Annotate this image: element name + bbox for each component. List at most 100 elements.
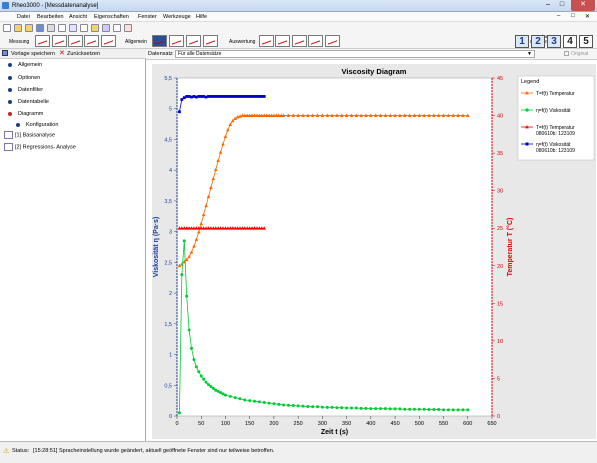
curve-button[interactable] [308,35,323,47]
data-point [325,113,330,117]
mdi-minimize-icon[interactable]: – [557,13,561,19]
reset-button[interactable]: Zurücksetzen [67,51,101,57]
program-1-button[interactable]: 1 [515,35,529,48]
x-tick-label: 600 [463,421,472,427]
maximize-button[interactable]: □ [559,1,565,8]
data-point [245,113,250,117]
data-point [354,113,359,117]
minimize-button[interactable]: – [546,1,550,8]
measure-rot-button[interactable] [35,35,50,47]
delete-icon[interactable] [124,24,132,32]
ratio-button[interactable] [292,35,307,47]
export-button[interactable] [186,35,201,47]
data-point [325,405,329,409]
data-point [417,113,422,117]
data-point [241,95,244,98]
program-4-button[interactable]: 4 [563,35,577,48]
plot-area [176,77,493,417]
data-point [272,113,276,117]
y-left-tick-label: 0 [169,414,172,420]
data-point [202,95,206,98]
adjust-button[interactable] [203,35,218,47]
data-point [432,408,436,412]
window-title: Rheo3000 - [Messdatenanalyse] [12,3,99,9]
data-point [378,113,383,117]
menu-fenster[interactable]: Fenster [138,14,157,20]
data-point [189,226,194,230]
data-point [199,221,204,226]
data-point [427,113,431,117]
data-point [192,95,196,98]
dataset-select[interactable]: Für alle Datensätze ▼ [175,50,535,58]
data-point [330,113,334,117]
sigma-icon[interactable] [69,24,77,32]
data-point [226,127,230,132]
data-point [267,401,271,405]
nav-item-optionen[interactable]: Optionen [8,75,40,81]
new-file-icon[interactable] [3,24,11,32]
program-5-button[interactable]: 5 [579,35,593,48]
nav-item-datentabelle[interactable]: Datentabelle [8,99,49,105]
data-point [187,328,191,332]
close-button[interactable]: ✕ [571,0,595,11]
series-line-1 [179,240,468,413]
nav-item-allgemein[interactable]: Allgemein [8,62,42,68]
nav-item-diagramm[interactable]: Diagramm [8,111,43,117]
data-point [207,95,210,98]
menu-datei[interactable]: Datei [17,14,30,20]
save-template-button[interactable]: Vorlage speichern [11,51,56,57]
menu-hilfe[interactable]: Hilfe [196,14,208,20]
data-point [228,95,232,98]
original-checkbox[interactable]: Original [564,51,588,57]
data-point [335,113,339,117]
program-2-button[interactable]: 2 [531,35,545,48]
data-point [277,402,281,406]
analysis-item-basic[interactable]: [1] Basisanalyse [4,131,55,139]
reset-icon[interactable]: ✕ [59,50,65,57]
measure-power-button[interactable] [101,35,116,47]
legend-marker [525,142,529,146]
data-point [243,398,247,402]
folder-check-icon[interactable] [91,24,99,32]
x-tick-label: 50 [198,421,204,427]
basic-analysis-button[interactable] [259,35,274,47]
regression-button[interactable] [275,35,290,47]
save-icon[interactable] [36,24,44,32]
data-point [189,250,194,254]
data-point [233,116,237,120]
x-tick-label: 100 [221,421,230,427]
table-icon[interactable] [80,24,88,32]
arrow-icon[interactable] [113,24,121,32]
data-point [224,95,227,98]
nav-item-konfiguration[interactable]: Konfiguration [16,122,58,128]
report-button[interactable] [325,35,340,47]
mdi-close-icon[interactable]: ✕ [585,14,591,20]
analysis-item-regression[interactable]: [2] Regressions- Analyse [4,143,76,151]
program-3-button[interactable]: 3 [547,35,561,48]
open-folder-icon[interactable] [14,24,22,32]
data-point [451,408,455,412]
measure-rot2-button[interactable] [52,35,67,47]
menu-bearbeiten[interactable]: Bearbeiten [37,14,64,20]
data-point [190,95,193,99]
data-point [345,406,349,410]
save-template-icon[interactable] [2,50,8,56]
save-data-button[interactable] [152,35,167,47]
menu-eigenschaften[interactable]: Eigenschaften [94,14,129,20]
data-point [349,406,353,410]
preview-icon[interactable] [58,24,66,32]
measure-sst-button[interactable] [84,35,99,47]
print-icon[interactable] [47,24,55,32]
legend-marker [525,91,529,95]
menu-werkzeuge[interactable]: Werkzeuge [163,14,191,20]
measure-osc-button[interactable] [68,35,83,47]
menu-ansicht[interactable]: Ansicht [69,14,88,20]
tools-icon[interactable] [102,24,110,32]
data-point [250,226,254,230]
nav-item-datenfilter[interactable]: Datenfilter [8,87,43,93]
grid-button[interactable] [169,35,184,47]
mdi-restore-icon[interactable]: □ [571,13,575,19]
data-point [466,408,470,412]
open-recent-icon[interactable] [25,24,33,32]
